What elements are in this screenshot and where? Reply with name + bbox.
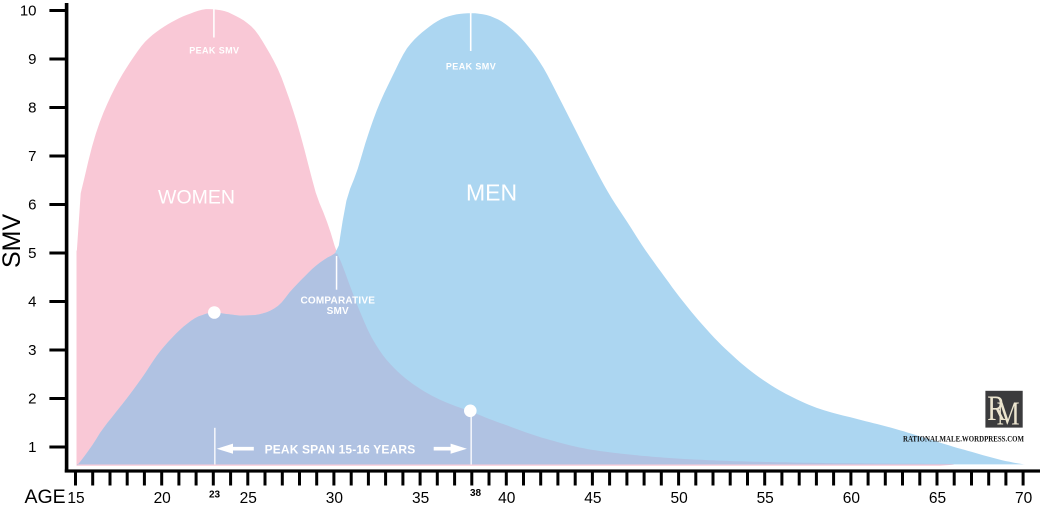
svg-text:8: 8 (28, 100, 36, 117)
svg-text:35: 35 (412, 490, 429, 507)
svg-text:4: 4 (28, 294, 36, 311)
svg-text:50: 50 (670, 490, 688, 507)
svg-text:15: 15 (67, 490, 84, 507)
svg-text:SMV: SMV (0, 214, 26, 269)
svg-text:RATIONALMALE.WORDPRESS.COM: RATIONALMALE.WORDPRESS.COM (903, 434, 1024, 444)
svg-text:40: 40 (498, 490, 516, 507)
svg-text:70: 70 (1015, 490, 1033, 507)
svg-text:60: 60 (843, 490, 861, 507)
svg-text:AGE: AGE (25, 486, 66, 508)
svg-text:55: 55 (757, 490, 774, 507)
svg-text:SMV: SMV (327, 306, 349, 317)
svg-text:PEAK SPAN 15-16 YEARS: PEAK SPAN 15-16 YEARS (265, 443, 416, 457)
svg-text:9: 9 (28, 51, 36, 68)
svg-text:WOMEN: WOMEN (158, 187, 235, 209)
svg-text:25: 25 (240, 490, 257, 507)
svg-text:2: 2 (28, 391, 36, 408)
svg-text:65: 65 (929, 490, 946, 507)
svg-text:3: 3 (28, 342, 36, 359)
svg-text:PEAK SMV: PEAK SMV (189, 45, 239, 55)
svg-text:6: 6 (28, 197, 36, 214)
svg-text:5: 5 (28, 245, 36, 262)
svg-text:M: M (997, 394, 1020, 432)
svg-text:20: 20 (154, 490, 172, 507)
svg-text:30: 30 (326, 490, 344, 507)
svg-text:MEN: MEN (466, 180, 517, 206)
svg-text:7: 7 (28, 148, 36, 165)
svg-text:10: 10 (20, 3, 37, 20)
svg-text:PEAK SMV: PEAK SMV (446, 62, 496, 72)
svg-text:45: 45 (584, 490, 601, 507)
svg-text:COMPARATIVE: COMPARATIVE (300, 295, 375, 306)
svg-text:R: R (987, 388, 1006, 427)
svg-text:23: 23 (209, 490, 221, 501)
svg-text:38: 38 (470, 488, 482, 499)
svg-text:1: 1 (28, 439, 36, 456)
